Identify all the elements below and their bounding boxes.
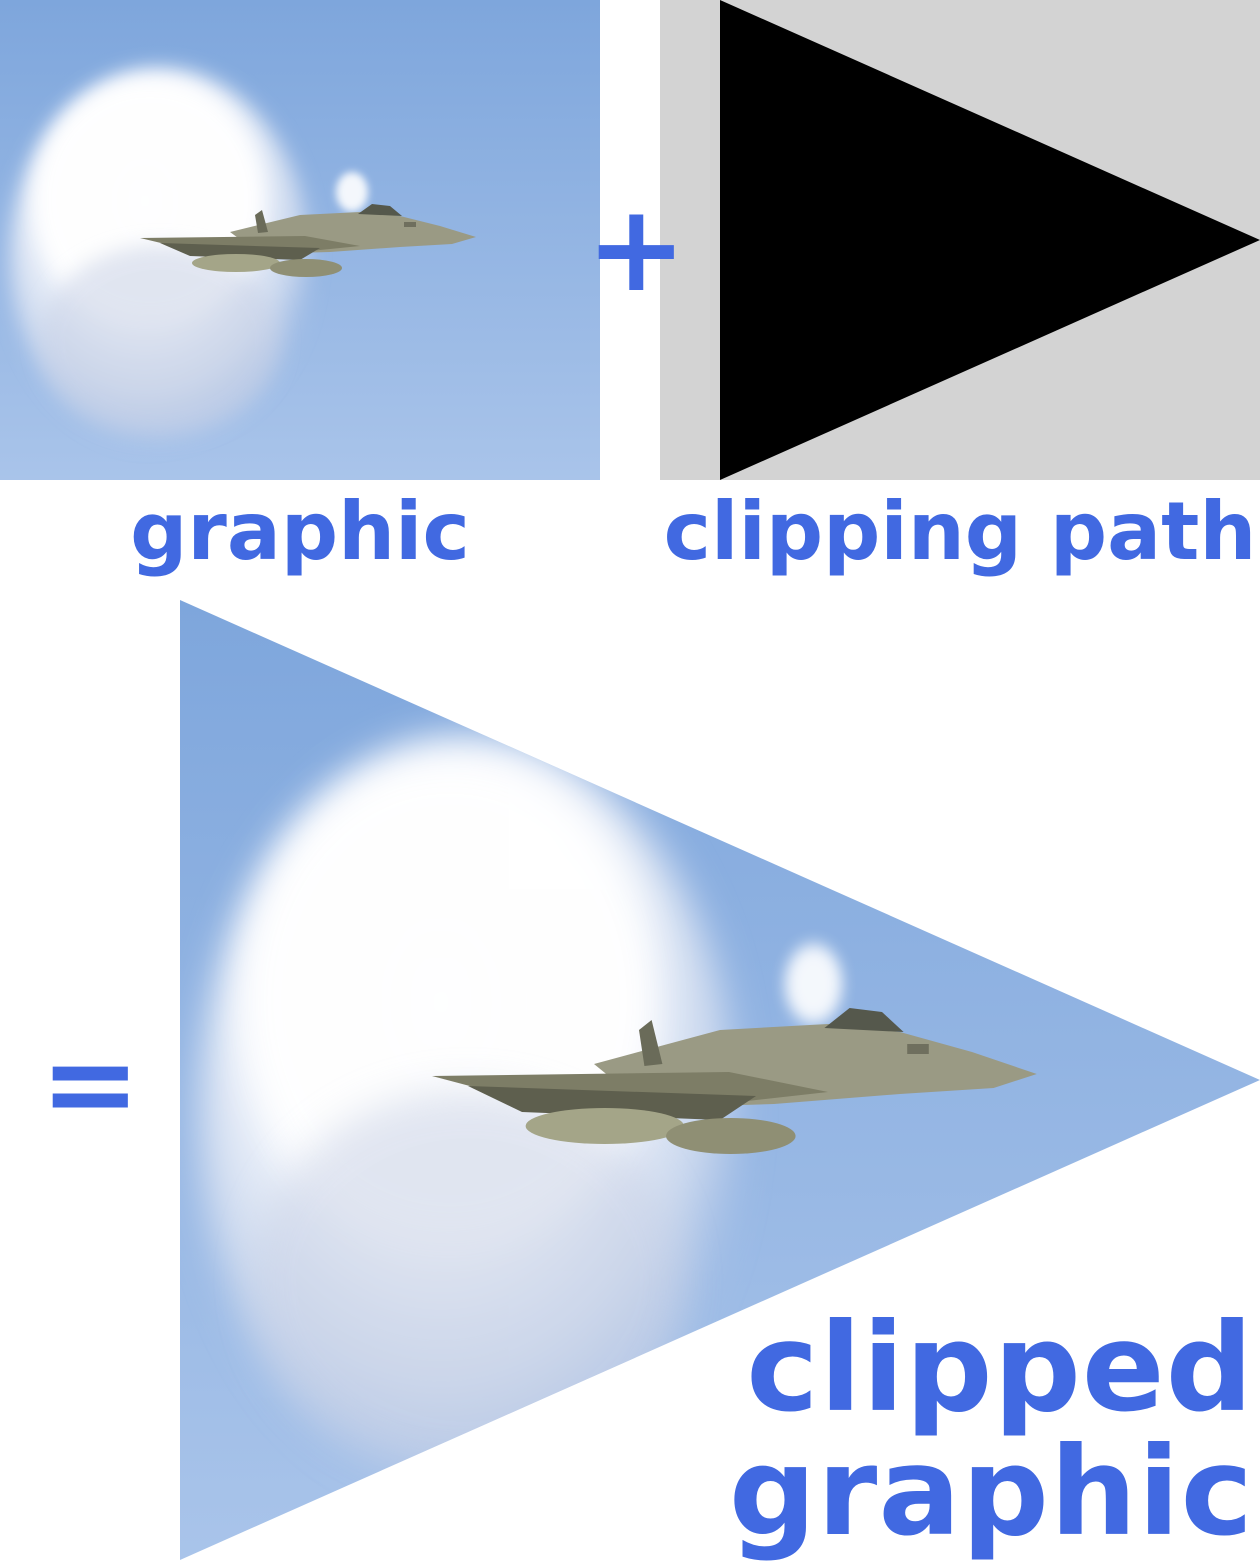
- clipped-graphic-label: clipped graphic: [729, 1306, 1254, 1554]
- clipping-path-image: [660, 0, 1260, 480]
- clip-triangle: [720, 0, 1260, 480]
- plus-operator: +: [586, 180, 687, 319]
- clipping-path-label: clipping path: [663, 485, 1257, 578]
- graphic-label: graphic: [130, 485, 470, 578]
- jet-photo-icon: [0, 0, 600, 480]
- graphic-image: [0, 0, 600, 480]
- equals-operator: =: [40, 1015, 141, 1154]
- clipped-graphic-label-line2: graphic: [728, 1421, 1254, 1563]
- clipped-graphic-label-line1: clipped: [746, 1297, 1254, 1439]
- triangle-right-clip-shape-icon: [660, 0, 1260, 480]
